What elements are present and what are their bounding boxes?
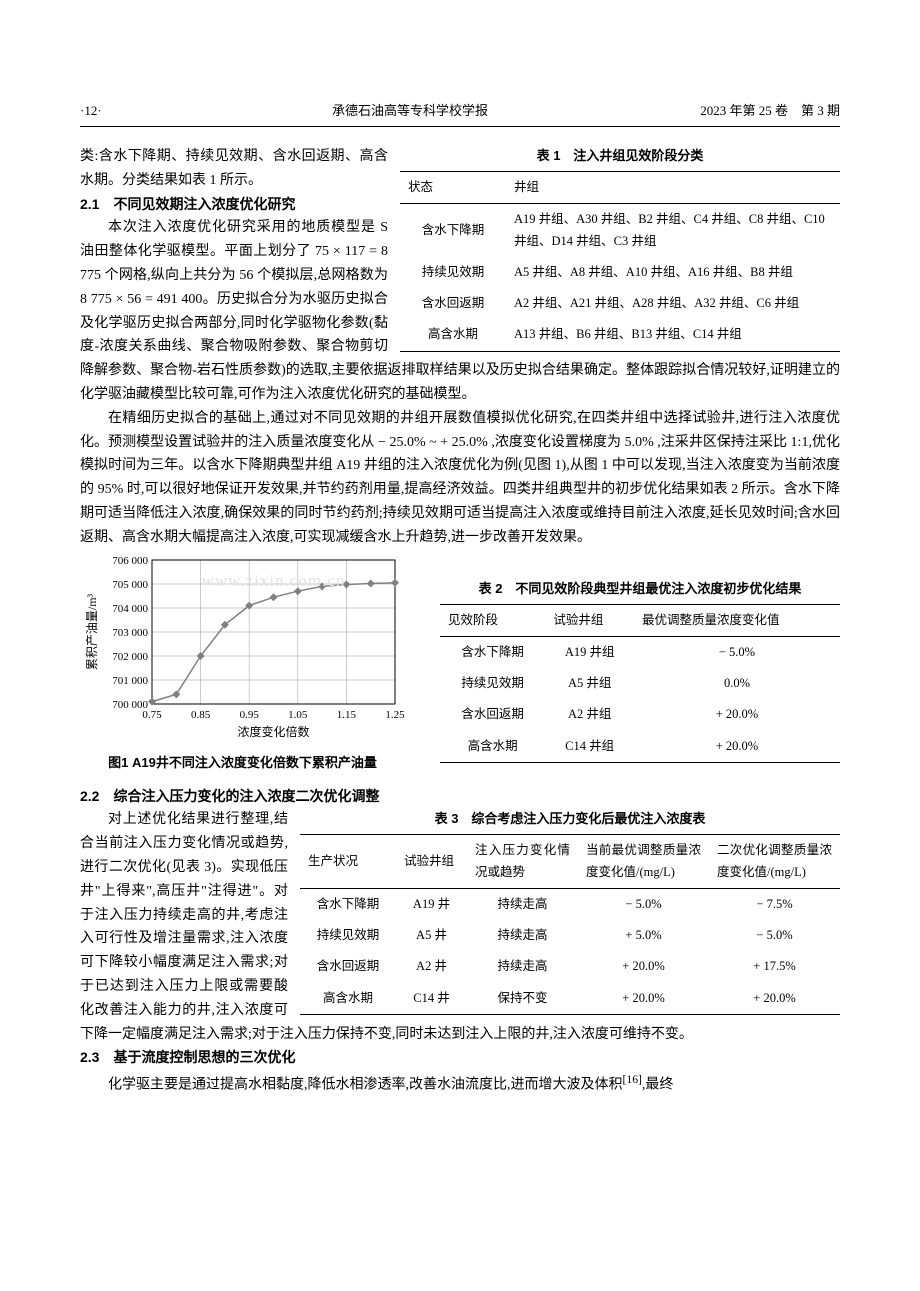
- page-header: ·12· 承德石油高等专科学校学报 2023 年第 25 卷 第 3 期: [80, 100, 840, 127]
- table-cell: A2 井: [396, 951, 467, 982]
- table-cell: 高含水期: [400, 319, 506, 351]
- table-cell: 0.0%: [634, 668, 840, 699]
- figure1-chart: 700 000701 000702 000703 000704 000705 0…: [80, 550, 405, 740]
- table3-h2: 注入压力变化情况或趋势: [467, 835, 578, 889]
- svg-text:701 000: 701 000: [112, 675, 148, 687]
- table-cell: 持续见效期: [400, 257, 506, 288]
- table-cell: 持续走高: [467, 920, 578, 951]
- svg-text:累积产油量/m³: 累积产油量/m³: [85, 593, 99, 670]
- table-cell: 高含水期: [300, 983, 396, 1015]
- table-cell: A19 井组: [545, 636, 634, 668]
- table-cell: A5 井: [396, 920, 467, 951]
- heading-2-3: 2.3 基于流度控制思想的三次优化: [80, 1046, 840, 1070]
- table-cell: + 20.0%: [578, 951, 709, 982]
- ref-16: [16]: [623, 1073, 642, 1086]
- svg-text:703 000: 703 000: [112, 627, 148, 639]
- figure1-caption: 图1 A19井不同注入浓度变化倍数下累积产油量: [80, 752, 405, 774]
- table-cell: A2 井组: [545, 699, 634, 730]
- figure1-wrap: 700 000701 000702 000703 000704 000705 0…: [80, 550, 405, 775]
- table-cell: + 17.5%: [709, 951, 840, 982]
- table-cell: 保持不变: [467, 983, 578, 1015]
- svg-text:1.05: 1.05: [288, 709, 308, 721]
- table-cell: + 5.0%: [578, 920, 709, 951]
- table1-wrap: 表 1 注入井组见效阶段分类 状态 井组 含水下降期A19 井组、A30 井组、…: [400, 145, 840, 352]
- page-number: ·12·: [80, 100, 160, 122]
- table3-h3: 当前最优调整质量浓度变化值/(mg/L): [578, 835, 709, 889]
- table-cell: − 5.0%: [709, 920, 840, 951]
- svg-text:704 000: 704 000: [112, 603, 148, 615]
- table3-h4: 二次优化调整质量浓度变化值/(mg/L): [709, 835, 840, 889]
- table-cell: − 7.5%: [709, 888, 840, 920]
- table-cell: 高含水期: [440, 731, 545, 763]
- table2-h0: 见效阶段: [440, 604, 545, 636]
- svg-text:705 000: 705 000: [112, 579, 148, 591]
- table-cell: A19 井组、A30 井组、B2 井组、C4 井组、C8 井组、C10 井组、D…: [506, 204, 840, 257]
- table2-wrap: 表 2 不同见效阶段典型井组最优注入浓度初步优化结果 见效阶段 试验井组 最优调…: [440, 578, 840, 763]
- svg-text:1.25: 1.25: [385, 709, 405, 721]
- table-cell: − 5.0%: [634, 636, 840, 668]
- table-cell: 含水下降期: [300, 888, 396, 920]
- table3-h1: 试验井组: [396, 835, 467, 889]
- table1: 状态 井组 含水下降期A19 井组、A30 井组、B2 井组、C4 井组、C8 …: [400, 171, 840, 352]
- table-cell: + 20.0%: [578, 983, 709, 1015]
- svg-text:0.85: 0.85: [191, 709, 211, 721]
- table-cell: 含水下降期: [400, 204, 506, 257]
- table-cell: A19 井: [396, 888, 467, 920]
- table1-h1: 井组: [506, 172, 840, 204]
- para-3: 在精细历史拟合的基础上,通过对不同见效期的井组开展数值模拟优化研究,在四类井组中…: [80, 407, 840, 550]
- table1-h0: 状态: [400, 172, 506, 204]
- svg-text:浓度变化倍数: 浓度变化倍数: [237, 724, 309, 739]
- table-cell: 持续走高: [467, 951, 578, 982]
- table3-h0: 生产状况: [300, 835, 396, 889]
- table-cell: 含水下降期: [440, 636, 545, 668]
- table-cell: 持续见效期: [300, 920, 396, 951]
- table-cell: − 5.0%: [578, 888, 709, 920]
- issue-info: 2023 年第 25 卷 第 3 期: [660, 100, 840, 122]
- svg-text:702 000: 702 000: [112, 651, 148, 663]
- svg-text:www.zixin.com.cn: www.zixin.com.cn: [202, 571, 346, 590]
- table-cell: A5 井组、A8 井组、A10 井组、A16 井组、B8 井组: [506, 257, 840, 288]
- para-5a: 化学驱主要是通过提高水相黏度,降低水相渗透率,改善水油流度比,进而增大波及体积: [108, 1078, 623, 1093]
- table-cell: 持续见效期: [440, 668, 545, 699]
- table-cell: C14 井: [396, 983, 467, 1015]
- heading-2-2: 2.2 综合注入压力变化的注入浓度二次优化调整: [80, 785, 840, 809]
- table-cell: + 20.0%: [634, 731, 840, 763]
- table2-h2: 最优调整质量浓度变化值: [634, 604, 840, 636]
- table-cell: + 20.0%: [709, 983, 840, 1015]
- table-cell: + 20.0%: [634, 699, 840, 730]
- table2: 见效阶段 试验井组 最优调整质量浓度变化值 含水下降期A19 井组− 5.0% 持…: [440, 604, 840, 763]
- svg-text:0.75: 0.75: [142, 709, 162, 721]
- svg-text:706 000: 706 000: [112, 555, 148, 567]
- table-cell: 含水回返期: [300, 951, 396, 982]
- table-cell: 含水回返期: [400, 288, 506, 319]
- table3-caption: 表 3 综合考虑注入压力变化后最优注入浓度表: [300, 808, 840, 830]
- table-cell: A2 井组、A21 井组、A28 井组、A32 井组、C6 井组: [506, 288, 840, 319]
- svg-text:1.15: 1.15: [337, 709, 357, 721]
- para-5b: ,最终: [642, 1078, 674, 1093]
- table3: 生产状况 试验井组 注入压力变化情况或趋势 当前最优调整质量浓度变化值/(mg/…: [300, 834, 840, 1015]
- table-cell: A5 井组: [545, 668, 634, 699]
- table-cell: 含水回返期: [440, 699, 545, 730]
- table2-caption: 表 2 不同见效阶段典型井组最优注入浓度初步优化结果: [440, 578, 840, 600]
- table3-wrap: 表 3 综合考虑注入压力变化后最优注入浓度表 生产状况 试验井组 注入压力变化情…: [300, 808, 840, 1015]
- svg-text:0.95: 0.95: [240, 709, 260, 721]
- journal-title: 承德石油高等专科学校学报: [160, 100, 660, 122]
- table-cell: C14 井组: [545, 731, 634, 763]
- para-5: 化学驱主要是通过提高水相黏度,降低水相渗透率,改善水油流度比,进而增大波及体积[…: [80, 1070, 840, 1097]
- table2-h1: 试验井组: [545, 604, 634, 636]
- table1-caption: 表 1 注入井组见效阶段分类: [400, 145, 840, 167]
- table-cell: A13 井组、B6 井组、B13 井组、C14 井组: [506, 319, 840, 351]
- table-cell: 持续走高: [467, 888, 578, 920]
